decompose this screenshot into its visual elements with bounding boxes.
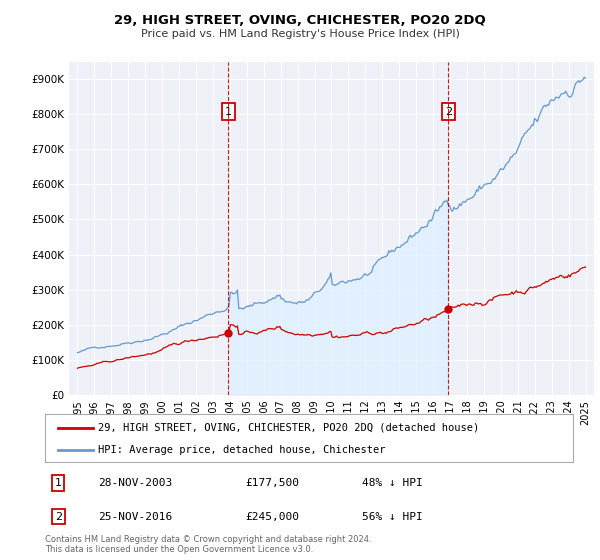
Text: 29, HIGH STREET, OVING, CHICHESTER, PO20 2DQ (detached house): 29, HIGH STREET, OVING, CHICHESTER, PO20… <box>98 423 479 433</box>
Text: 2: 2 <box>55 512 62 521</box>
Text: 56% ↓ HPI: 56% ↓ HPI <box>362 512 422 521</box>
Text: Contains HM Land Registry data © Crown copyright and database right 2024.: Contains HM Land Registry data © Crown c… <box>45 535 371 544</box>
Text: 25-NOV-2016: 25-NOV-2016 <box>98 512 172 521</box>
Text: 1: 1 <box>55 478 62 488</box>
Text: 29, HIGH STREET, OVING, CHICHESTER, PO20 2DQ: 29, HIGH STREET, OVING, CHICHESTER, PO20… <box>114 14 486 27</box>
Text: 2: 2 <box>445 106 452 116</box>
Text: 48% ↓ HPI: 48% ↓ HPI <box>362 478 422 488</box>
Text: This data is licensed under the Open Government Licence v3.0.: This data is licensed under the Open Gov… <box>45 545 313 554</box>
Text: HPI: Average price, detached house, Chichester: HPI: Average price, detached house, Chic… <box>98 445 385 455</box>
Text: £245,000: £245,000 <box>245 512 299 521</box>
Text: 1: 1 <box>224 106 232 116</box>
Text: £177,500: £177,500 <box>245 478 299 488</box>
Text: Price paid vs. HM Land Registry's House Price Index (HPI): Price paid vs. HM Land Registry's House … <box>140 29 460 39</box>
Text: 28-NOV-2003: 28-NOV-2003 <box>98 478 172 488</box>
